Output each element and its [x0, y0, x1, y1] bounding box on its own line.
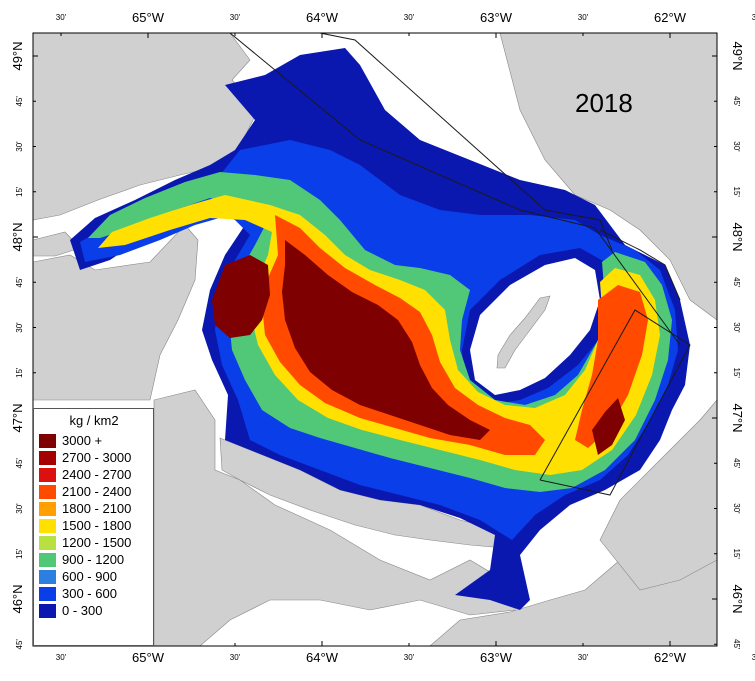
x-minor-label-top: 30'	[404, 13, 415, 22]
stratum-line-east-inner	[599, 229, 681, 301]
y-tick-label-right: 46°N	[730, 584, 745, 613]
x-minor-label-bottom: 30'	[404, 653, 415, 662]
legend-swatch	[39, 603, 56, 618]
land-cape-breton	[599, 399, 718, 591]
y-tick-label-right: 47°N	[730, 403, 745, 432]
x-minor-label-top: 30'	[230, 13, 241, 22]
y-minor-label-left: 30'	[15, 322, 24, 333]
x-tick-label-top: 62°W	[654, 10, 687, 25]
legend-label: 900 - 1200	[62, 552, 125, 567]
y-tick-label-left: 47°N	[10, 403, 25, 432]
land-layer	[32, 32, 718, 647]
y-minor-label-left: 45'	[15, 96, 24, 107]
legend-row: 1500 - 1800	[39, 517, 149, 534]
y-tick-label-right: 48°N	[730, 222, 745, 251]
year-label: 2018	[575, 88, 633, 118]
y-minor-label-left: 15'	[15, 548, 24, 559]
legend-label: 600 - 900	[62, 569, 117, 584]
legend-swatch	[39, 501, 56, 516]
legend-row: 900 - 1200	[39, 551, 149, 568]
legend-label: 1500 - 1800	[62, 518, 132, 533]
y-minor-label-left: 15'	[15, 367, 24, 378]
graticule-labels: 65°W65°W64°W64°W63°W63°W62°W62°W61°W61°W…	[10, 10, 755, 665]
legend-label: 2100 - 2400	[62, 484, 132, 499]
legend-swatch	[39, 518, 56, 533]
x-minor-label-top: 30'	[578, 13, 589, 22]
legend-row: 2400 - 2700	[39, 466, 149, 483]
x-minor-label-bottom: 30'	[56, 653, 67, 662]
x-minor-label-top: 30'	[752, 13, 755, 22]
x-minor-label-top: 30'	[56, 13, 67, 22]
legend-row: 2100 - 2400	[39, 483, 149, 500]
legend-swatch	[39, 569, 56, 584]
legend-row: 0 - 300	[39, 602, 149, 619]
legend: kg / km2 3000 + 2700 - 3000 2400 - 2700 210…	[33, 408, 154, 646]
x-minor-label-bottom: 30'	[752, 653, 755, 662]
y-tick-label-left: 48°N	[10, 222, 25, 251]
land-new-brunswick	[32, 224, 199, 401]
legend-label: 3000 +	[62, 433, 103, 448]
legend-label: 1800 - 2100	[62, 501, 132, 516]
legend-row: 3000 +	[39, 432, 149, 449]
legend-swatch	[39, 552, 56, 567]
y-minor-label-left: 45'	[15, 639, 24, 650]
y-minor-label-right: 15'	[732, 187, 741, 198]
map-frame	[32, 32, 718, 647]
y-minor-label-right: 30'	[732, 322, 741, 333]
legend-swatch	[39, 467, 56, 482]
x-tick-label-top: 65°W	[132, 10, 165, 25]
x-tick-label-bottom: 62°W	[654, 650, 687, 665]
legend-swatch	[39, 450, 56, 465]
legend-row: 1800 - 2100	[39, 500, 149, 517]
stratum-lines	[229, 32, 691, 496]
legend-row: 300 - 600	[39, 585, 149, 602]
legend-row: 1200 - 1500	[39, 534, 149, 551]
x-tick-label-bottom: 63°W	[480, 650, 513, 665]
density-field	[70, 48, 690, 610]
y-minor-label-right: 30'	[732, 141, 741, 152]
land-magdalen-islands	[496, 295, 551, 369]
legend-label: 2700 - 3000	[62, 450, 132, 465]
y-minor-label-right: 45'	[732, 277, 741, 288]
x-tick-label-bottom: 65°W	[132, 650, 165, 665]
density-band-3000-plus	[212, 240, 625, 455]
legend-row: 2700 - 3000	[39, 449, 149, 466]
y-minor-label-left: 30'	[15, 503, 24, 514]
x-tick-label-bottom: 64°W	[306, 650, 339, 665]
y-minor-label-right: 30'	[732, 503, 741, 514]
legend-title: kg / km2	[69, 413, 119, 428]
y-minor-label-left: 45'	[15, 458, 24, 469]
stratum-line-ne	[319, 32, 613, 251]
legend-label: 300 - 600	[62, 586, 117, 601]
y-minor-label-left: 45'	[15, 277, 24, 288]
legend-swatch	[39, 484, 56, 499]
legend-swatch	[39, 586, 56, 601]
y-minor-label-right: 45'	[732, 639, 741, 650]
legend-label: 2400 - 2700	[62, 467, 132, 482]
legend-swatch	[39, 433, 56, 448]
y-minor-label-right: 45'	[732, 96, 741, 107]
y-minor-label-left: 15'	[15, 186, 24, 197]
stratum-line-east	[539, 309, 691, 496]
y-minor-label-left: 30'	[15, 141, 24, 152]
legend-row: 600 - 900	[39, 568, 149, 585]
y-tick-label-right: 49°N	[730, 41, 745, 70]
x-minor-label-bottom: 30'	[230, 653, 241, 662]
legend-label: 0 - 300	[62, 603, 103, 618]
y-tick-label-left: 49°N	[10, 41, 25, 70]
legend-rows: 3000 + 2700 - 3000 2400 - 2700 2100 - 2400 1…	[39, 432, 149, 619]
y-minor-label-right: 15'	[732, 368, 741, 379]
y-tick-label-left: 46°N	[10, 584, 25, 613]
y-minor-label-right: 15'	[732, 549, 741, 560]
y-minor-label-right: 45'	[732, 458, 741, 469]
legend-label: 1200 - 1500	[62, 535, 132, 550]
x-tick-label-top: 64°W	[306, 10, 339, 25]
stratum-line-north	[229, 32, 681, 346]
x-minor-label-bottom: 30'	[578, 653, 589, 662]
x-tick-label-top: 63°W	[480, 10, 513, 25]
legend-swatch	[39, 535, 56, 550]
